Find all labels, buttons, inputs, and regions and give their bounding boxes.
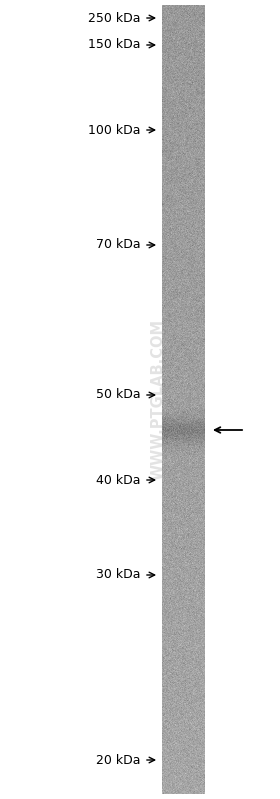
- Text: 20 kDa: 20 kDa: [97, 753, 141, 766]
- Text: 70 kDa: 70 kDa: [96, 238, 141, 252]
- Text: 30 kDa: 30 kDa: [97, 569, 141, 582]
- Text: 50 kDa: 50 kDa: [96, 388, 141, 402]
- Text: 40 kDa: 40 kDa: [97, 474, 141, 487]
- Text: 100 kDa: 100 kDa: [88, 124, 141, 137]
- Text: 150 kDa: 150 kDa: [88, 38, 141, 51]
- Text: 250 kDa: 250 kDa: [88, 11, 141, 25]
- Text: WWW.PTGLAB.COM: WWW.PTGLAB.COM: [151, 319, 166, 480]
